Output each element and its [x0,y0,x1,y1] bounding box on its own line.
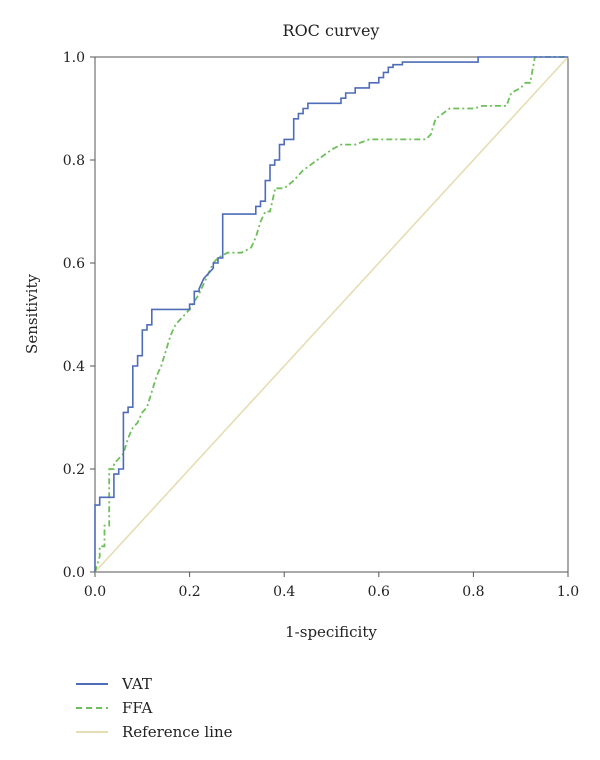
y-tick-label: 0.0 [63,565,85,581]
x-tick-label: 0.8 [462,584,484,600]
y-tick-label: 0.6 [63,256,85,272]
x-tick-label: 0.2 [178,584,200,600]
y-axis-ticks: 0.0 0.2 0.4 0.6 0.8 1.0 [63,50,95,581]
x-tick-label: 0.4 [273,584,295,600]
legend-label-reference-line: Reference line [122,723,233,741]
legend: VAT FFA Reference line [76,675,233,741]
series-line-ffa [94,56,568,573]
legend-label-ffa: FFA [122,699,153,717]
y-tick-label: 1.0 [63,50,85,66]
y-axis-title: Sensitivity [23,274,41,354]
y-tick-label: 0.8 [63,153,85,169]
x-tick-label: 1.0 [557,584,579,600]
series-line-reference-line [94,56,569,573]
series-layer [94,56,569,573]
x-tick-label: 0.0 [84,584,106,600]
plot-area-frame [94,56,569,573]
y-tick-label: 0.2 [63,462,85,478]
x-tick-label: 0.6 [368,584,390,600]
y-tick-label: 0.4 [63,359,85,375]
series-line-vat [94,56,568,572]
x-axis-ticks: 0.0 0.2 0.4 0.6 0.8 1.0 [84,572,579,600]
x-axis-title: 1-specificity [285,623,377,641]
chart-title: ROC curvey [283,21,380,40]
legend-label-vat: VAT [121,675,152,693]
